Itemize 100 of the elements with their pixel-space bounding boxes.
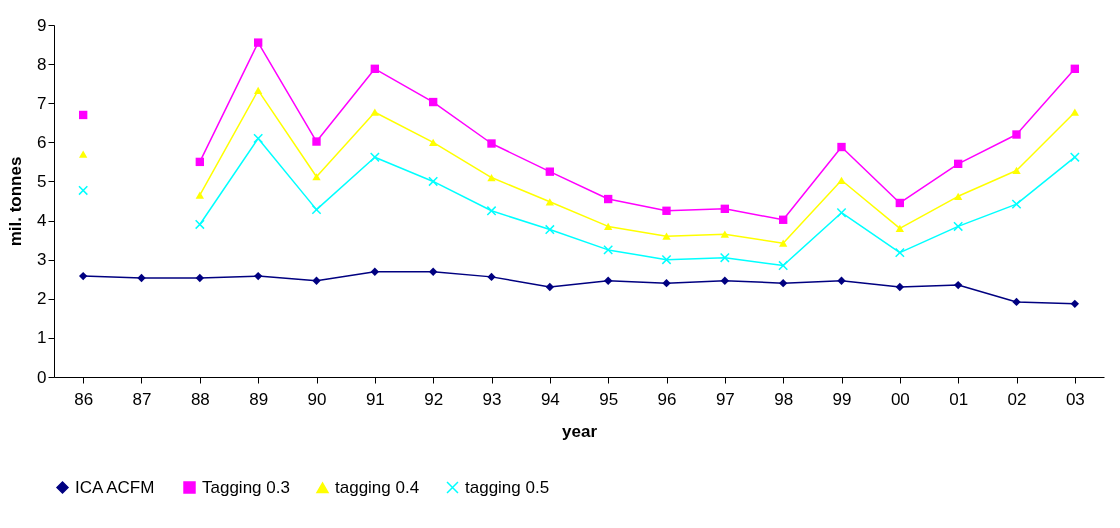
point [312,276,321,285]
y-tick-label: 0 [37,367,47,387]
point [253,133,264,144]
x-tick-label: 01 [949,389,969,409]
point [311,204,322,215]
point [778,215,788,224]
point [1069,152,1080,163]
point [1012,166,1021,175]
legend-label: tagging 0.4 [335,477,420,497]
point [603,222,613,231]
point [662,232,671,240]
point [719,252,730,263]
point [662,278,671,288]
x-tick-label: 86 [74,389,94,409]
point [137,273,146,283]
point [836,207,847,218]
point [195,273,205,283]
x-tick-label: 92 [424,389,444,409]
y-tick-label: 3 [37,250,47,270]
point [370,267,380,276]
point [1012,297,1021,307]
point [194,219,205,230]
point [778,260,789,271]
point [370,64,380,73]
x-tick-label: 03 [1065,389,1085,409]
point [662,206,671,215]
x-tick-label: 02 [1007,389,1027,409]
x-tick-label: 93 [482,389,502,409]
point [486,205,497,216]
x-tick-label: 94 [540,389,560,409]
point [78,185,89,196]
point [720,230,730,238]
point [428,138,438,146]
point [953,192,963,200]
point [837,142,846,152]
point [895,282,905,292]
x-tick-label: 95 [599,389,619,409]
point [1070,64,1080,73]
point [487,173,496,182]
point [1012,130,1021,139]
point [720,276,730,285]
y-tick-label: 6 [37,132,47,152]
x-tick-label: 98 [774,389,794,409]
point [837,276,846,285]
y-tick-label: 7 [37,93,47,113]
point [253,271,263,281]
point [720,204,730,214]
point [253,86,263,94]
point [603,276,613,285]
x-tick-label: 97 [715,389,735,409]
point [312,137,321,146]
point [603,244,614,255]
point [370,108,380,116]
y-tick-label: 1 [37,328,47,348]
x-tick-label: 90 [307,389,327,409]
x-tick-label: 91 [365,389,385,409]
y-tick-label: 4 [37,211,47,231]
legend-label: ICA ACFM [75,477,155,497]
legend-label: Tagging 0.3 [202,477,290,497]
point [253,38,263,47]
point [428,176,439,187]
point [895,224,905,232]
point [837,176,846,184]
point [545,282,555,292]
legend-label: tagging 0.5 [465,477,550,497]
x-tick-label: 96 [657,389,677,409]
point [661,254,672,265]
point [78,150,88,158]
point [953,159,963,169]
point [895,198,905,208]
point [1070,299,1080,309]
point [545,167,555,176]
point [487,139,496,148]
point [953,280,963,290]
x-tick-label: 99 [832,389,852,409]
y-tick-label: 5 [37,171,47,191]
point [195,191,205,199]
point [1070,108,1080,116]
point [312,173,321,181]
point [428,267,438,276]
point [544,224,555,235]
point [487,272,496,282]
point [953,221,964,232]
point [369,152,380,163]
point [545,198,555,206]
point [195,157,205,167]
y-tick-label: 2 [37,289,47,309]
point [603,194,613,204]
y-tick-label: 9 [37,15,47,35]
point [894,247,905,258]
point [778,239,788,247]
x-axis-title: year [562,421,598,441]
x-tick-label: 89 [249,389,269,409]
point [78,110,88,120]
x-tick-label: 87 [132,389,152,409]
point [1011,199,1022,210]
x-tick-label: 88 [190,389,210,409]
point [78,271,88,281]
y-tick-label: 8 [37,54,47,74]
x-tick-label: 00 [890,389,910,409]
